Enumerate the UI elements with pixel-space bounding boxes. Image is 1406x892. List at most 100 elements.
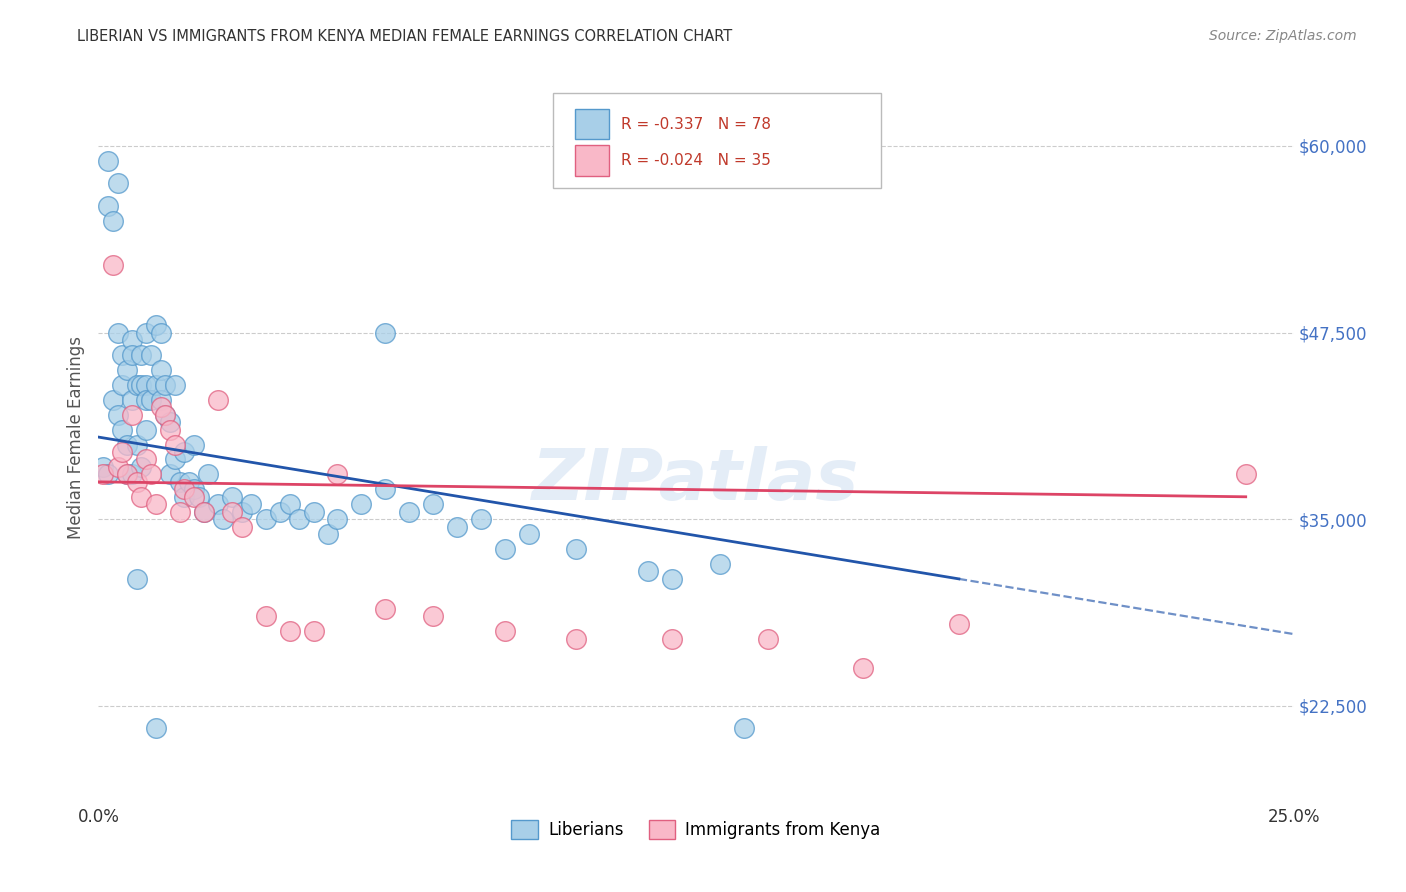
Point [494, 624, 516, 639]
Point [145, 497, 167, 511]
Point [183, 490, 205, 504]
Point [125, 377, 148, 392]
Point [131, 459, 153, 474]
Text: Source: ZipAtlas.com: Source: ZipAtlas.com [1209, 29, 1357, 43]
Point [121, 348, 143, 362]
Text: R = -0.024   N = 35: R = -0.024 N = 35 [620, 153, 770, 168]
Point [637, 565, 659, 579]
Point [565, 542, 588, 557]
Point [125, 475, 148, 489]
Point [121, 333, 143, 347]
Point [149, 392, 172, 407]
Point [155, 408, 177, 422]
Point [131, 490, 153, 504]
Point [115, 467, 138, 482]
Point [173, 483, 195, 497]
Point [183, 437, 205, 451]
Point [316, 527, 339, 541]
Point [254, 512, 277, 526]
Point [101, 259, 124, 273]
Point [470, 512, 492, 526]
Point [302, 505, 325, 519]
Point [187, 490, 209, 504]
Point [135, 326, 157, 340]
Point [101, 392, 124, 407]
Point [278, 497, 301, 511]
Point [97, 153, 120, 168]
Point [107, 177, 129, 191]
Point [661, 632, 683, 646]
Point [145, 318, 167, 332]
Point [1234, 467, 1257, 482]
Point [269, 505, 291, 519]
Point [115, 363, 138, 377]
Point [374, 483, 396, 497]
Point [193, 505, 215, 519]
Point [852, 661, 875, 675]
Bar [575, 109, 609, 139]
Point [91, 467, 114, 482]
Point [221, 505, 243, 519]
Point [97, 467, 120, 482]
Point [135, 377, 157, 392]
Point [111, 348, 134, 362]
Point [756, 632, 779, 646]
Point [107, 326, 129, 340]
Point [446, 519, 468, 533]
Point [115, 467, 138, 482]
Point [169, 505, 191, 519]
Point [350, 497, 373, 511]
Point [131, 377, 153, 392]
Point [111, 445, 134, 459]
Point [149, 326, 172, 340]
Point [565, 632, 588, 646]
Point [173, 445, 195, 459]
Point [374, 601, 396, 615]
Point [207, 392, 229, 407]
Point [155, 408, 177, 422]
Point [374, 326, 396, 340]
Y-axis label: Median Female Earnings: Median Female Earnings [66, 335, 84, 539]
Point [135, 392, 157, 407]
Point [125, 437, 148, 451]
Point [97, 199, 120, 213]
Point [179, 475, 201, 489]
Point [326, 512, 349, 526]
Point [163, 437, 186, 451]
Point [111, 377, 134, 392]
Point [139, 467, 162, 482]
Point [145, 377, 167, 392]
Point [211, 512, 233, 526]
Point [183, 483, 205, 497]
Point [159, 467, 181, 482]
Point [149, 401, 172, 415]
Point [278, 624, 301, 639]
Point [326, 467, 349, 482]
Point [197, 467, 219, 482]
Point [398, 505, 420, 519]
Text: R = -0.337   N = 78: R = -0.337 N = 78 [620, 117, 770, 131]
Point [135, 423, 157, 437]
Bar [575, 145, 609, 176]
Point [155, 377, 177, 392]
Point [149, 363, 172, 377]
Point [517, 527, 540, 541]
Point [207, 497, 229, 511]
Point [240, 497, 263, 511]
Point [121, 467, 143, 482]
Point [231, 519, 253, 533]
Point [121, 392, 143, 407]
Point [163, 377, 186, 392]
Legend: Liberians, Immigrants from Kenya: Liberians, Immigrants from Kenya [505, 814, 887, 846]
Point [709, 557, 731, 571]
Point [101, 213, 124, 227]
Point [733, 721, 755, 735]
Point [173, 490, 195, 504]
Point [135, 452, 157, 467]
Point [131, 348, 153, 362]
Point [494, 542, 516, 557]
Text: ZIPatlas: ZIPatlas [533, 447, 859, 516]
Point [163, 452, 186, 467]
Point [107, 408, 129, 422]
Point [159, 415, 181, 429]
